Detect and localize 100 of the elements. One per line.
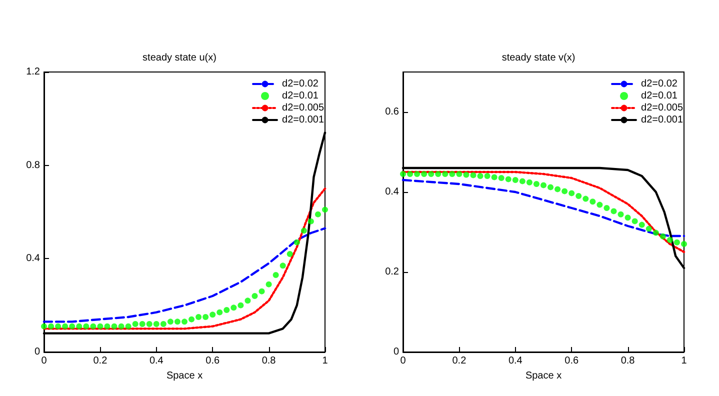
- y-tick-label: 0.4: [26, 253, 40, 264]
- legend-label: d2=0.001: [641, 114, 684, 126]
- point: [652, 230, 659, 236]
- point: [512, 177, 518, 183]
- point: [83, 323, 90, 330]
- point: [548, 184, 554, 190]
- point: [210, 312, 216, 318]
- point: [666, 237, 673, 243]
- point: [435, 171, 442, 177]
- point: [463, 172, 470, 178]
- legend-label: d2=0.01: [641, 90, 678, 102]
- legend-label: d2=0.005: [282, 102, 324, 114]
- y-tick-label: 0.2: [385, 266, 400, 278]
- x-tick-label: 1: [681, 356, 688, 366]
- point: [76, 323, 82, 330]
- point: [470, 172, 476, 178]
- y-tick-label: 0: [34, 346, 40, 358]
- point: [618, 211, 624, 218]
- point: [491, 174, 498, 180]
- point: [428, 171, 434, 177]
- point: [421, 171, 428, 177]
- y-tick-label: 0.6: [385, 106, 400, 118]
- x-tick-label: 0.2: [93, 356, 108, 366]
- chart-title: steady state v(x): [502, 52, 576, 64]
- y-tick-label: 0.4: [385, 186, 400, 198]
- x-tick-label: 0.8: [262, 356, 276, 366]
- point: [90, 323, 96, 330]
- x-axis-title: Space x: [525, 370, 562, 382]
- line-series: [42, 188, 326, 330]
- x-tick-label: 0: [41, 356, 48, 366]
- point: [160, 321, 166, 327]
- point: [258, 288, 265, 294]
- point: [167, 318, 174, 325]
- line-series: [402, 170, 686, 254]
- point: [519, 178, 526, 184]
- point: [182, 318, 188, 325]
- legend-label: d2=0.01: [282, 90, 319, 102]
- point: [104, 323, 110, 330]
- point: [48, 323, 54, 330]
- point: [674, 239, 680, 246]
- point: [146, 321, 152, 327]
- point: [252, 293, 258, 299]
- point: [582, 196, 589, 202]
- point: [280, 262, 286, 269]
- point: [188, 316, 195, 322]
- point: [272, 272, 279, 278]
- point: [97, 323, 104, 330]
- x-tick-label: 0.8: [620, 356, 636, 366]
- point: [118, 323, 124, 330]
- point: [202, 314, 209, 320]
- point: [533, 181, 540, 187]
- point: [286, 251, 293, 257]
- point: [632, 218, 638, 224]
- point: [224, 307, 230, 313]
- point: [414, 171, 420, 177]
- x-tick-label: 0.6: [564, 356, 579, 366]
- point: [238, 302, 244, 308]
- point: [456, 171, 462, 177]
- x-tick-label: 0.4: [149, 356, 164, 366]
- point: [174, 318, 180, 325]
- y-tick-label: 1.2: [26, 66, 40, 78]
- legend-label: d2=0.02: [641, 78, 678, 90]
- point: [300, 228, 307, 234]
- point: [266, 281, 272, 288]
- point: [646, 226, 652, 232]
- point: [526, 179, 532, 186]
- point: [132, 321, 138, 327]
- point: [230, 304, 237, 311]
- point: [562, 188, 568, 194]
- point: [449, 171, 456, 177]
- x-tick-label: 0.4: [508, 356, 523, 366]
- legend-label: d2=0.005: [641, 102, 684, 114]
- x-tick-label: 0.6: [206, 356, 220, 366]
- point: [681, 241, 687, 247]
- point: [308, 218, 314, 224]
- legend-label: d2=0.001: [282, 114, 324, 126]
- x-tick-label: 0: [400, 356, 406, 366]
- point: [125, 323, 132, 330]
- point: [484, 173, 490, 179]
- point: [442, 171, 448, 177]
- point: [294, 239, 300, 246]
- point: [604, 205, 610, 211]
- point: [244, 298, 251, 304]
- y-tick-label: 0.8: [26, 160, 40, 171]
- point: [568, 190, 575, 196]
- x-tick-label: 1: [322, 356, 328, 366]
- point: [62, 323, 68, 330]
- point: [69, 323, 76, 330]
- point: [624, 214, 631, 221]
- point: [540, 182, 546, 188]
- line-series: [42, 227, 326, 323]
- point: [477, 173, 484, 179]
- point: [407, 171, 414, 177]
- point: [196, 314, 202, 320]
- point: [554, 186, 561, 192]
- point: [576, 193, 582, 199]
- point: [498, 175, 504, 181]
- point: [505, 176, 512, 182]
- chart-title: steady state u(x): [142, 52, 216, 64]
- point: [139, 321, 146, 327]
